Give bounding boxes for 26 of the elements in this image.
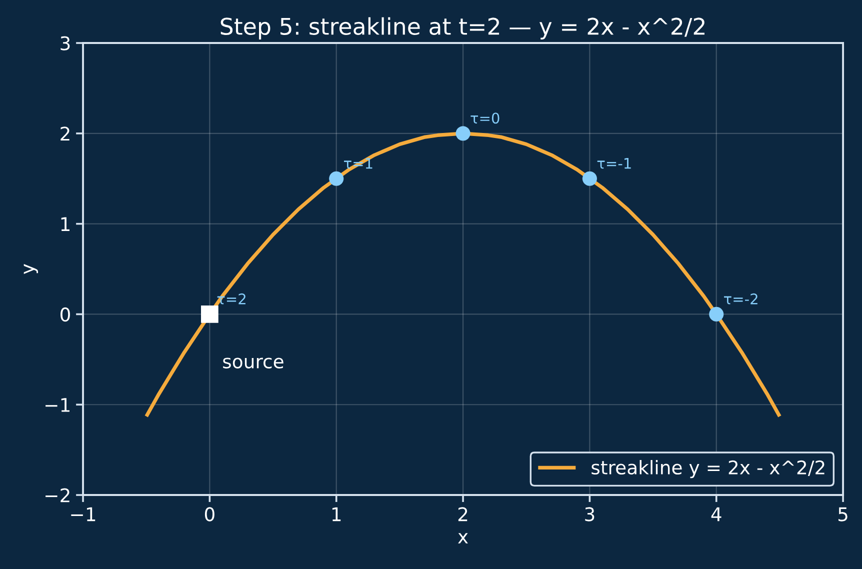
- y-tick-label: 3: [60, 36, 70, 50]
- point: [201, 306, 218, 323]
- x-tick-label: 1: [332, 507, 341, 522]
- chart-title: Step 5: streakline at t=2 — y = 2x - x^2/2: [220, 17, 704, 40]
- annotation: τ=-1: [597, 158, 631, 169]
- x-tick-label: −1: [71, 507, 96, 522]
- y-tick-label: 1: [61, 217, 70, 231]
- point: [709, 306, 724, 322]
- x-tick-label: 2: [458, 507, 468, 522]
- point: [329, 171, 344, 186]
- y-axis-title: y: [24, 264, 38, 274]
- x-axis-title: x: [458, 533, 468, 544]
- x-tick-label: 4: [711, 507, 722, 522]
- annotation: τ=-2: [724, 293, 758, 304]
- point: [456, 126, 470, 141]
- y-tick-label: 2: [60, 126, 70, 141]
- annotation: source: [223, 358, 284, 368]
- x-tick-label: 3: [585, 507, 594, 522]
- x-tick-label: 5: [838, 507, 848, 522]
- annotation: τ=0: [470, 112, 500, 124]
- legend-label: streakline y = 2x - x^2/2: [592, 460, 824, 478]
- y-tick-label: −2: [46, 488, 70, 502]
- x-tick-label: 0: [204, 507, 214, 522]
- y-tick-label: −1: [46, 398, 70, 412]
- point: [582, 171, 597, 186]
- y-tick-label: 0: [60, 307, 70, 322]
